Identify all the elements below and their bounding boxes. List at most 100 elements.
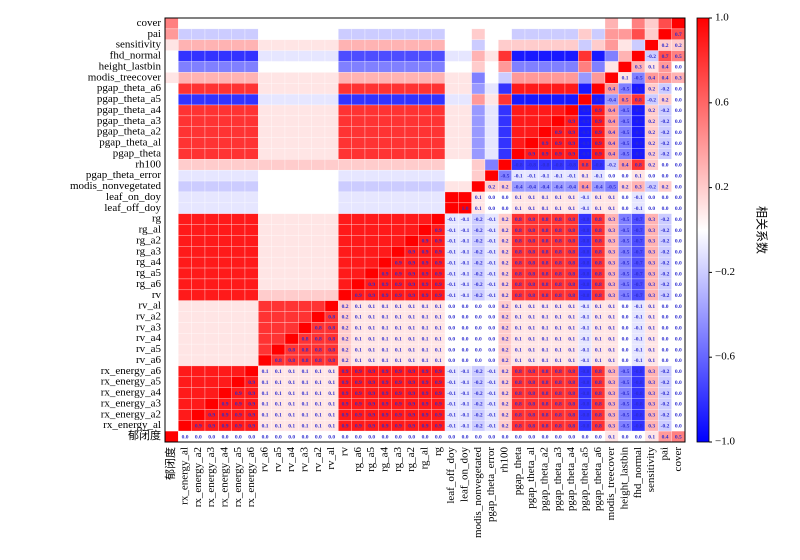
- cell-value: 0.1: [435, 358, 442, 364]
- heatmap-cell: [204, 235, 219, 247]
- heatmap-cell: [191, 180, 206, 193]
- cell-value: 0.3: [608, 423, 615, 429]
- cell-value: 0.0: [675, 141, 682, 147]
- cell-value: 0.1: [355, 304, 362, 310]
- cell-value: 0.1: [328, 391, 335, 397]
- cell-value: 0.9: [342, 369, 349, 375]
- heatmap-cell: [204, 17, 219, 30]
- heatmap-cell: [244, 202, 259, 214]
- heatmap-cell: [284, 93, 299, 106]
- heatmap-cell: [244, 126, 259, 138]
- cell-value: 0.0: [195, 434, 202, 440]
- heatmap-cell: [298, 137, 312, 149]
- cell-value: 0.1: [315, 369, 322, 375]
- heatmap-cell: [164, 354, 179, 367]
- cell-value: 0.0: [675, 315, 682, 321]
- cell-value: 0.4: [608, 119, 615, 125]
- cell-value: 0.0: [675, 391, 682, 397]
- heatmap-cell: [164, 311, 179, 323]
- heatmap-cell: [471, 61, 486, 73]
- heatmap-cell: [218, 365, 232, 378]
- heatmap-cell: [271, 202, 286, 214]
- cell-value: 0.2: [502, 413, 509, 419]
- heatmap-cell: [391, 235, 406, 247]
- cell-value: -0.2: [661, 402, 670, 408]
- heatmap-cell: [311, 126, 326, 138]
- cell-value: 0.9: [408, 423, 415, 429]
- x-tick-label: rx_energy_a2: [192, 447, 204, 507]
- heatmap-cell: [191, 409, 206, 421]
- cell-value: 0.1: [568, 347, 575, 353]
- heatmap-cell: [218, 191, 232, 204]
- heatmap-cell: [364, 61, 379, 73]
- cell-value: -0.2: [661, 380, 670, 386]
- heatmap-cell: [298, 322, 312, 334]
- cell-value: -0.5: [621, 423, 630, 429]
- cell-value: 0.0: [475, 336, 482, 342]
- heatmap-cell: [244, 246, 259, 258]
- heatmap-cell: [351, 17, 366, 30]
- heatmap-cell: [271, 115, 286, 127]
- heatmap-cell: [351, 256, 366, 269]
- y-tick-label: rv_a6: [136, 354, 162, 366]
- cell-value: 0.2: [502, 304, 509, 310]
- heatmap-cell: [578, 17, 592, 30]
- heatmap-cell: [524, 82, 539, 95]
- heatmap-cell: [164, 256, 179, 269]
- heatmap-cell: [471, 115, 486, 127]
- cell-value: -0.1: [581, 206, 590, 212]
- cell-value: 0.0: [222, 434, 229, 440]
- heatmap-cell: [191, 82, 206, 95]
- heatmap-cell: [431, 82, 446, 95]
- cell-value: -0.2: [474, 217, 483, 223]
- heatmap-cell: [191, 267, 206, 280]
- heatmap-cell: [191, 191, 206, 204]
- cell-value: 0.1: [608, 336, 615, 342]
- heatmap-cell: [511, 50, 526, 62]
- heatmap-cell: [231, 322, 246, 334]
- heatmap-cell: [511, 28, 526, 40]
- heatmap-cell: [324, 191, 339, 204]
- cell-value: 0.1: [275, 380, 282, 386]
- heatmap-cell: [511, 115, 526, 127]
- cell-value: -0.1: [634, 304, 643, 310]
- cell-value: 0.0: [675, 163, 682, 169]
- cell-value: 0.0: [622, 206, 629, 212]
- cell-value: 0.8: [315, 347, 322, 353]
- heatmap-cell: [298, 159, 312, 171]
- cell-value: 0.9: [422, 239, 429, 245]
- heatmap-cell: [538, 93, 552, 106]
- cell-value: 0.0: [368, 434, 375, 440]
- cell-value: 0.9: [435, 402, 442, 408]
- cell-value: 0.3: [608, 369, 615, 375]
- cell-value: 0.3: [608, 239, 615, 245]
- heatmap-cell: [364, 17, 379, 30]
- heatmap-cell: [431, 148, 446, 160]
- heatmap-cell: [324, 300, 339, 312]
- heatmap-cell: [351, 169, 366, 182]
- cell-value: 0.1: [275, 413, 282, 419]
- cell-value: 0.8: [595, 250, 602, 256]
- heatmap-cell: [191, 300, 206, 312]
- heatmap-cell: [164, 224, 179, 236]
- heatmap-cell: [178, 398, 192, 410]
- heatmap-cell: [564, 93, 579, 106]
- heatmap-cell: [271, 180, 286, 193]
- heatmap-cell: [498, 159, 512, 171]
- cell-value: -0.1: [461, 217, 470, 223]
- heatmap-cell: [164, 398, 179, 410]
- heatmap-cell: [391, 213, 406, 225]
- cell-value: -0.1: [634, 336, 643, 342]
- heatmap-cell: [498, 137, 512, 149]
- heatmap-cell: [644, 28, 659, 40]
- heatmap-cell: [551, 61, 566, 73]
- heatmap-cell: [298, 28, 312, 40]
- x-tick-label: pgap_theta_error: [485, 447, 497, 522]
- cell-value: -0.2: [474, 402, 483, 408]
- cell-value: 0.0: [675, 97, 682, 103]
- cell-value: 0.9: [395, 282, 402, 288]
- cell-value: 0.9: [542, 141, 549, 147]
- cell-value: 0.1: [382, 326, 389, 332]
- heatmap-cell: [498, 148, 512, 160]
- heatmap-cell: [391, 61, 406, 73]
